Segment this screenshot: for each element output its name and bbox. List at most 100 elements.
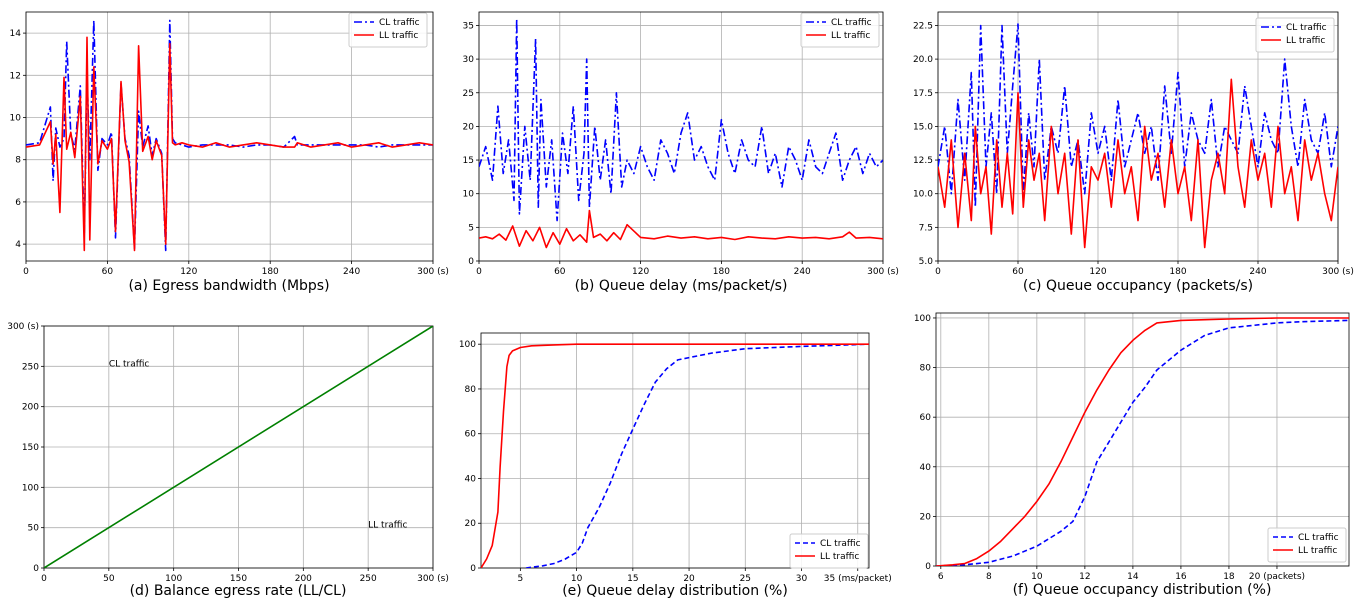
panel-e-xtick-label-2: 15 (627, 574, 638, 584)
panel-d-xtick-label-3: 150 (230, 574, 247, 584)
panel-d-xtick-label-1: 50 (103, 574, 115, 584)
panel-b-series-0 (479, 17, 883, 222)
panel-c-ytick-label-7: 22.5 (913, 21, 933, 31)
panel-d-annotation-1: LL traffic (368, 521, 407, 531)
panel-d-xtick-label-2: 100 (165, 574, 182, 584)
panel-d-xtick-label-6: 300 (s) (417, 574, 449, 584)
panel-b-xtick-label-1: 60 (554, 267, 566, 277)
panel-c-ytick-label-3: 12.5 (913, 156, 933, 166)
panel-c-ytick-label-0: 5.0 (919, 257, 934, 267)
panel-e-ytick-label-0: 0 (470, 564, 476, 574)
panel-f-series-0 (936, 319, 1349, 566)
panel-b-xtick-label-2: 120 (632, 267, 649, 277)
panel-e-legend-label-0: CL traffic (820, 539, 861, 549)
panel-f-caption: (f) Queue occupancy distribution (%) (1013, 582, 1272, 598)
panel-b-frame (478, 11, 884, 262)
panel-c-ytick-label-6: 20.0 (913, 55, 933, 65)
panel-b-xtick-label-0: 0 (476, 267, 482, 277)
panel-d-ytick-label-5: 250 (22, 362, 39, 372)
panel-f-xtick-label-3: 12 (1079, 572, 1090, 582)
panel-f-ytick-label-5: 100 (914, 314, 931, 324)
panel-b-xtick-label-3: 180 (713, 267, 730, 277)
panel-b-ytick-label-2: 10 (463, 190, 475, 200)
panel-b-xtick-label-4: 240 (794, 267, 811, 277)
panel-b-xtick-label-5: 300 (s) (867, 267, 899, 277)
panel-d-series-0 (44, 326, 433, 568)
panel-f-legend-label-0: CL traffic (1298, 533, 1339, 543)
panel-f-xtick-label-4: 14 (1127, 572, 1139, 582)
panel-d-xtick-label-0: 0 (41, 574, 47, 584)
panel-c-xtick-label-0: 0 (935, 267, 941, 277)
panel-b-ytick-label-3: 15 (463, 156, 474, 166)
panel-a-legend-label-0: CL traffic (379, 18, 420, 28)
panel-f-xtick-label-2: 10 (1031, 572, 1043, 582)
panel-a-legend (348, 12, 428, 48)
panel-a-series-1 (26, 36, 433, 252)
panel-b-ytick-label-4: 20 (463, 122, 475, 132)
panel-c-xtick-label-2: 120 (1089, 267, 1106, 277)
panel-d-caption: (d) Balance egress rate (LL/CL) (130, 583, 347, 599)
panel-b-ytick-label-5: 25 (463, 89, 474, 99)
panel-d-ytick-label-6: 300 (s) (7, 322, 39, 332)
panel-a-ytick-label-5: 14 (10, 29, 22, 39)
panel-c-caption: (c) Queue occupancy (packets/s) (1023, 278, 1253, 294)
panel-f-ytick-label-2: 40 (920, 463, 932, 473)
panel-b-caption: (b) Queue delay (ms/packet/s) (575, 278, 788, 294)
panel-c-ytick-label-4: 15.0 (913, 122, 933, 132)
panel-c-legend (1255, 17, 1335, 53)
panel-f-xtick-label-0: 6 (938, 572, 944, 582)
panel-a-ytick-label-3: 10 (10, 114, 22, 124)
panel-f: 6 8 10 12 14 16 18 20 (packets) 0 20 40 60 80 100 CL t… (914, 312, 1350, 598)
panel-d-ytick-label-3: 150 (22, 443, 39, 453)
panel-e: 5 10 15 20 25 30 35 (ms/packet) 0 20 40 60 80 100 CL … (459, 332, 892, 599)
panel-a: 0 60 120 180 240 300 (s) 4 6 8 10 12 14 CL traffic LL… (10, 11, 449, 294)
panel-a-xtick-label-1: 60 (102, 267, 114, 277)
panel-e-xtick-label-6: 35 (ms/packet) (824, 574, 892, 584)
panel-c-xtick-label-5: 300 (s) (1322, 267, 1354, 277)
panel-e-ytick-label-1: 20 (465, 519, 477, 529)
panel-b-series-1 (479, 209, 883, 249)
panel-b: 0 60 120 180 240 300 (s) 0 5 10 15 20 25 30 35 CL traf… (463, 11, 899, 294)
panel-a-xtick-label-4: 240 (343, 267, 360, 277)
panel-c-xtick-label-3: 180 (1169, 267, 1186, 277)
panel-b-legend-label-1: LL traffic (831, 31, 870, 41)
panel-a-xtick-label-2: 120 (180, 267, 197, 277)
panel-f-ytick-label-0: 0 (925, 562, 931, 572)
panel-f-series-1 (936, 317, 1349, 566)
panel-d-annotation-0: CL traffic (109, 359, 150, 369)
panel-c-series-1 (938, 78, 1338, 249)
panel-e-xtick-label-1: 10 (571, 574, 583, 584)
panel-e-xtick-label-0: 5 (517, 574, 523, 584)
panel-b-ytick-label-7: 35 (463, 21, 474, 31)
panel-c: 0 60 120 180 240 300 (s) 5.0 7.5 10.0 12.5 15.0 17.… (913, 11, 1354, 294)
panel-d: 0 50 100 150 200 250 300 (s) 0 50 100 150 200 250 300… (7, 322, 449, 599)
panel-e-ytick-label-4: 80 (465, 385, 477, 395)
panel-f-frame (935, 312, 1350, 567)
panel-b-ytick-label-6: 30 (463, 55, 475, 65)
panel-e-xtick-label-5: 30 (796, 574, 808, 584)
panel-f-legend-label-1: LL traffic (1298, 546, 1337, 556)
panel-e-ytick-label-5: 100 (459, 340, 476, 350)
panel-e-ytick-label-2: 40 (465, 474, 477, 484)
panel-a-xtick-label-5: 300 (s) (417, 267, 449, 277)
panel-c-ytick-label-2: 10.0 (913, 190, 933, 200)
panel-c-series-0 (938, 23, 1338, 208)
panel-d-ytick-label-4: 200 (22, 403, 39, 413)
panel-a-xtick-label-3: 180 (262, 267, 279, 277)
panel-a-ytick-label-4: 12 (10, 71, 21, 81)
panel-e-series-1 (481, 343, 869, 568)
panel-f-xtick-label-7: 20 (packets) (1249, 572, 1305, 582)
panel-e-xtick-label-3: 20 (683, 574, 695, 584)
panel-f-xtick-label-1: 8 (986, 572, 992, 582)
panel-d-ytick-label-2: 100 (22, 483, 39, 493)
panel-e-legend (789, 533, 869, 569)
panel-b-legend (800, 12, 880, 48)
panel-c-legend-label-0: CL traffic (1286, 23, 1327, 33)
panel-a-legend-label-1: LL traffic (379, 31, 418, 41)
panel-c-legend-label-1: LL traffic (1286, 36, 1325, 46)
panel-e-ytick-label-3: 60 (465, 430, 477, 440)
panel-a-frame (25, 11, 434, 262)
panel-d-xtick-label-4: 200 (295, 574, 312, 584)
panel-c-xtick-label-1: 60 (1012, 267, 1024, 277)
